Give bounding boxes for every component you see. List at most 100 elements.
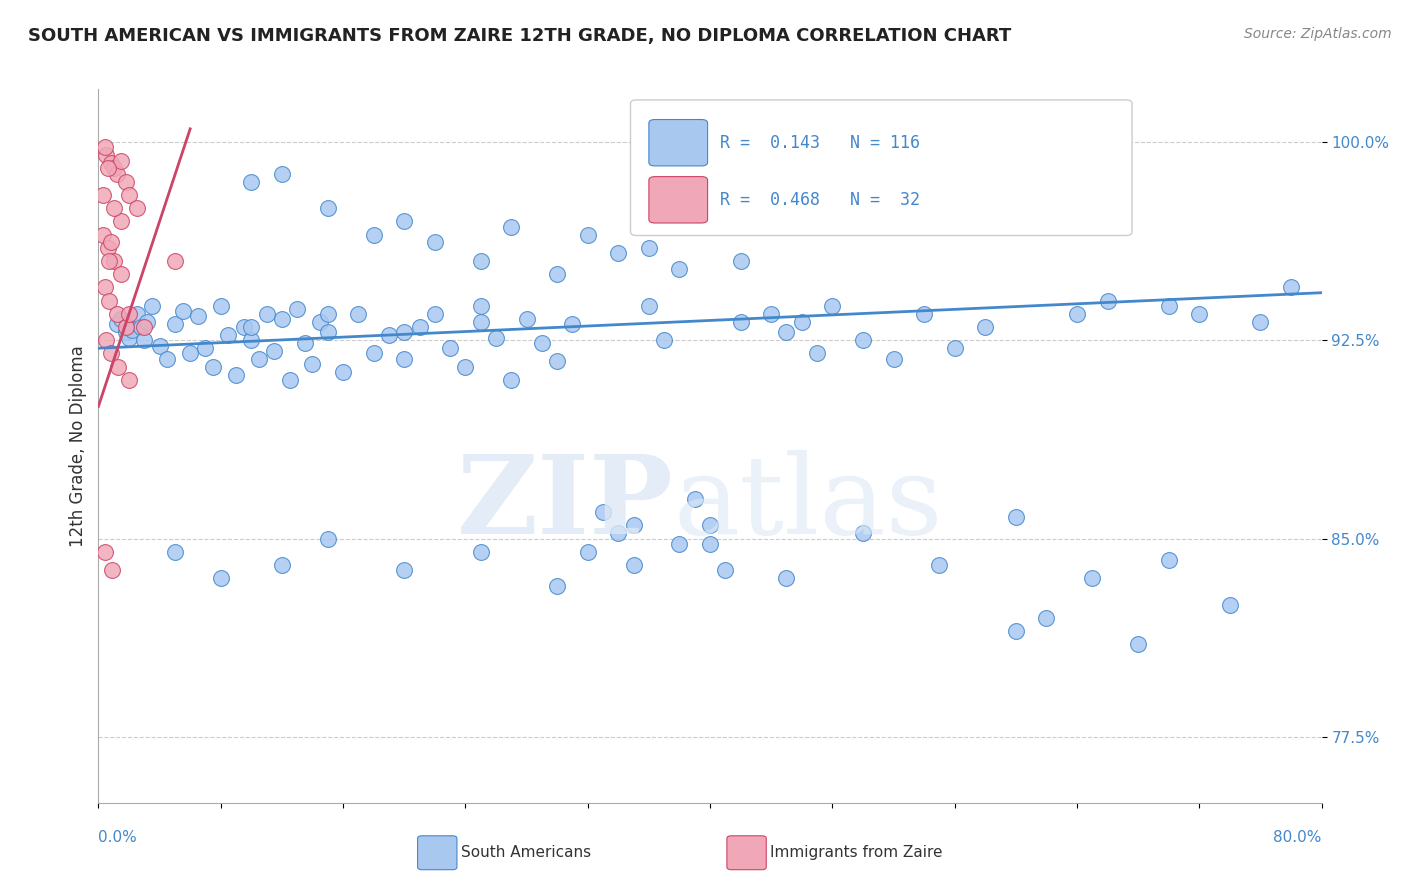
Point — [699, 537, 721, 551]
Point — [125, 201, 148, 215]
Point — [546, 354, 568, 368]
Point — [668, 537, 690, 551]
Point — [136, 315, 159, 329]
Point — [761, 307, 783, 321]
Text: atlas: atlas — [673, 450, 943, 557]
Text: South Americans: South Americans — [461, 846, 592, 860]
Point — [439, 341, 461, 355]
Point — [240, 175, 263, 189]
Point — [607, 246, 630, 260]
Point — [270, 167, 294, 181]
Point — [668, 261, 690, 276]
Text: R =  0.143   N = 116: R = 0.143 N = 116 — [720, 134, 920, 152]
Point — [103, 201, 125, 215]
Point — [97, 161, 120, 176]
Point — [240, 333, 263, 347]
Text: Immigrants from Zaire: Immigrants from Zaire — [770, 846, 943, 860]
Point — [730, 315, 752, 329]
Point — [652, 333, 675, 347]
Point — [93, 140, 115, 154]
Point — [883, 351, 905, 366]
Point — [546, 267, 568, 281]
Point — [1128, 637, 1150, 651]
Point — [179, 346, 201, 360]
Point — [576, 227, 599, 242]
Point — [1004, 624, 1026, 638]
Point — [501, 219, 523, 234]
Point — [392, 326, 416, 340]
Point — [1081, 571, 1104, 585]
Point — [485, 331, 508, 345]
Point — [285, 301, 308, 316]
Text: Source: ZipAtlas.com: Source: ZipAtlas.com — [1244, 27, 1392, 41]
Point — [156, 351, 179, 366]
Point — [316, 307, 339, 321]
Text: ZIP: ZIP — [457, 450, 673, 557]
Point — [134, 333, 156, 347]
Point — [623, 518, 645, 533]
Point — [607, 526, 630, 541]
Point — [110, 153, 132, 168]
Point — [1279, 280, 1302, 294]
Point — [392, 214, 416, 228]
Point — [1035, 611, 1057, 625]
Point — [912, 307, 935, 321]
Point — [256, 307, 278, 321]
Point — [852, 526, 875, 541]
Text: 80.0%: 80.0% — [1274, 830, 1322, 845]
Point — [974, 320, 997, 334]
Point — [576, 545, 599, 559]
Point — [105, 307, 128, 321]
Point — [821, 299, 844, 313]
FancyBboxPatch shape — [648, 177, 707, 223]
Point — [187, 310, 209, 324]
Text: R =  0.468   N =  32: R = 0.468 N = 32 — [720, 191, 920, 209]
Point — [134, 320, 156, 334]
Point — [91, 227, 114, 242]
Point — [115, 320, 138, 334]
Point — [105, 318, 128, 332]
Point — [730, 254, 752, 268]
Point — [240, 320, 263, 334]
Point — [270, 558, 294, 572]
Point — [347, 307, 370, 321]
Point — [91, 188, 114, 202]
Point — [470, 315, 492, 329]
Point — [714, 563, 737, 577]
Point — [683, 491, 706, 506]
Point — [454, 359, 477, 374]
Point — [775, 571, 797, 585]
Point — [263, 343, 285, 358]
Point — [100, 235, 122, 250]
Point — [309, 315, 332, 329]
Point — [378, 328, 401, 343]
Point — [209, 571, 232, 585]
Point — [699, 219, 721, 234]
Point — [118, 373, 141, 387]
Point — [118, 331, 141, 345]
Point — [363, 227, 385, 242]
Point — [363, 346, 385, 360]
Point — [316, 326, 339, 340]
Point — [316, 201, 339, 215]
Point — [194, 341, 217, 355]
Point — [928, 558, 950, 572]
Point — [98, 293, 121, 308]
Point — [516, 312, 538, 326]
Point — [637, 299, 661, 313]
Point — [115, 175, 138, 189]
Point — [561, 318, 583, 332]
Point — [637, 241, 661, 255]
FancyBboxPatch shape — [648, 120, 707, 166]
Point — [110, 214, 132, 228]
Point — [1250, 315, 1272, 329]
Point — [470, 299, 492, 313]
Point — [1157, 299, 1180, 313]
Point — [103, 161, 125, 176]
Point — [97, 241, 120, 255]
Point — [163, 318, 186, 332]
Point — [149, 338, 172, 352]
Point — [129, 320, 152, 334]
Y-axis label: 12th Grade, No Diploma: 12th Grade, No Diploma — [69, 345, 87, 547]
Point — [101, 563, 124, 577]
